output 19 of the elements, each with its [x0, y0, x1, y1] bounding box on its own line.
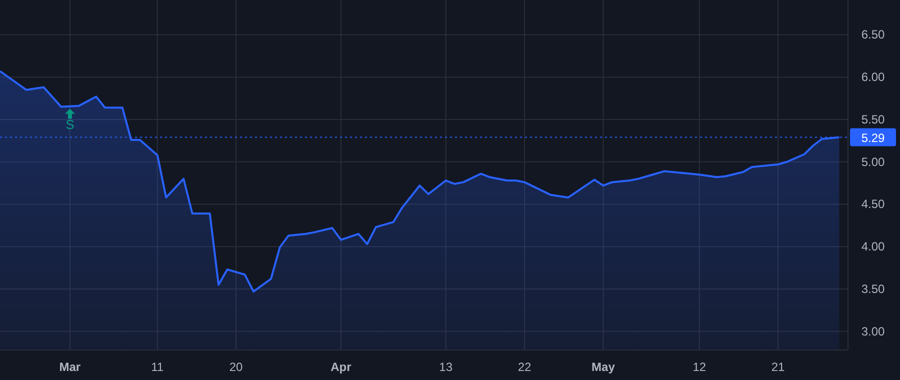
y-tick-label: 4.00	[861, 240, 885, 254]
y-tick-label: 5.50	[861, 112, 885, 126]
x-tick-label: Apr	[330, 360, 352, 374]
y-tick-label: 3.50	[861, 282, 885, 296]
x-tick-label: 21	[771, 360, 786, 374]
y-tick-label: 5.00	[861, 154, 885, 169]
y-tick-label: 6.00	[861, 70, 885, 84]
ref-line-label: 5.29	[861, 130, 885, 145]
x-tick-label: Mar	[59, 360, 81, 374]
x-tick-label: 13	[439, 360, 453, 374]
x-tick-label: 11	[151, 360, 164, 374]
x-tick-label: 12	[692, 360, 706, 374]
annotation: S	[66, 116, 75, 132]
y-tick-label: 4.50	[861, 197, 885, 212]
x-tick-label: May	[592, 360, 616, 374]
x-tick-label: 20	[229, 360, 244, 374]
y-tick-label: 3.00	[861, 324, 885, 338]
y-tick-label: 6.50	[861, 28, 885, 42]
x-tick-label: 22	[518, 360, 532, 374]
